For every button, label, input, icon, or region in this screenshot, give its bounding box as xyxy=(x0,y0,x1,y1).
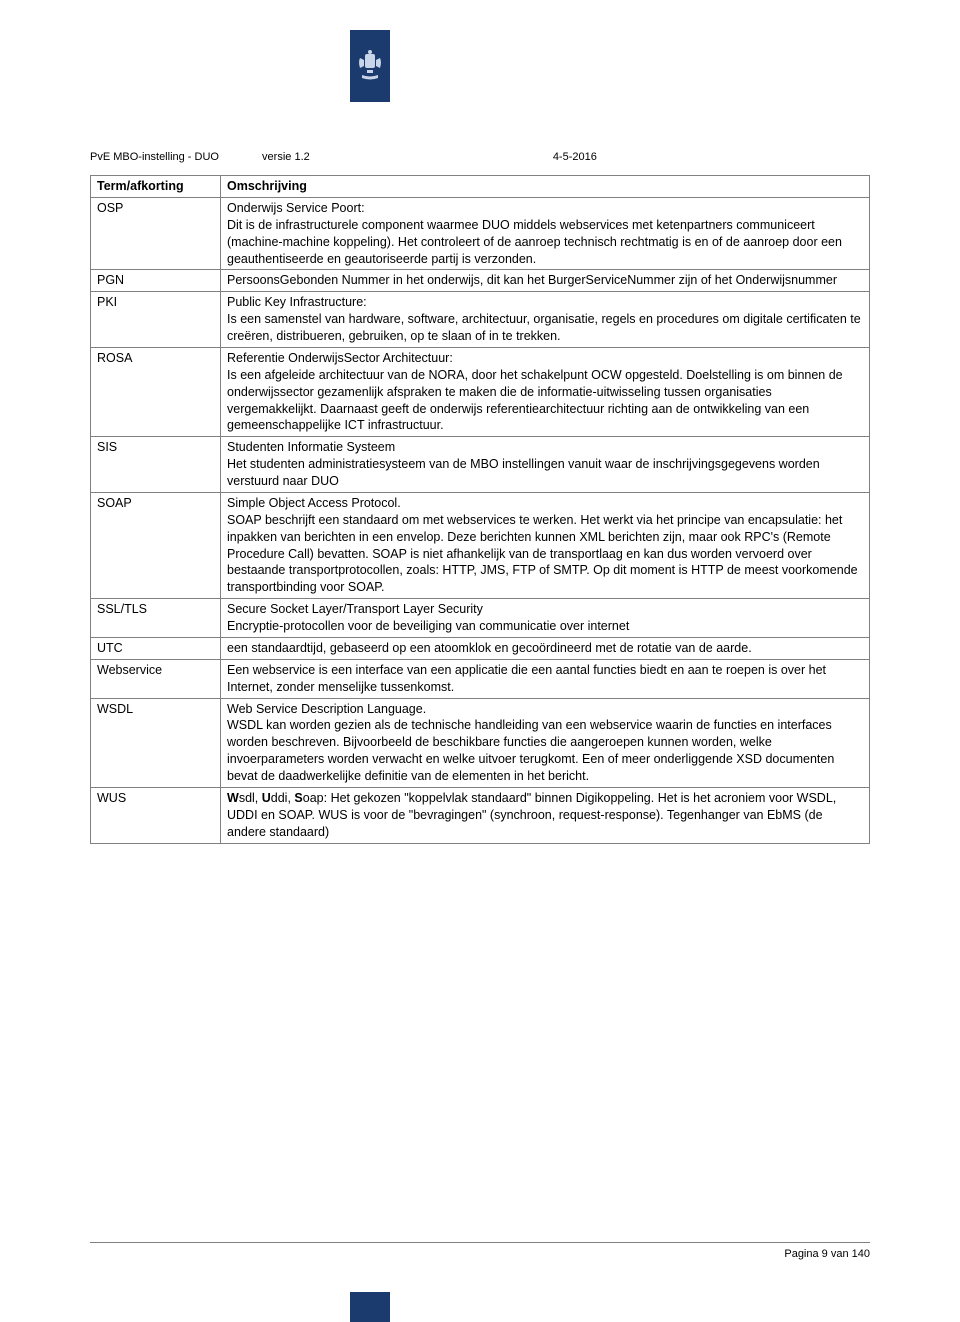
term-cell: OSP xyxy=(91,197,221,270)
term-cell: PGN xyxy=(91,270,221,292)
term-cell: Webservice xyxy=(91,659,221,698)
description-cell: een standaardtijd, gebaseerd op een atoo… xyxy=(221,637,870,659)
doc-title: PvE MBO-instelling - DUO xyxy=(90,151,219,163)
term-cell: SSL/TLS xyxy=(91,599,221,638)
col-term-header: Term/afkorting xyxy=(91,176,221,198)
page-footer: Pagina 9 van 140 xyxy=(90,1242,870,1262)
table-row: WSDLWeb Service Description Language.WSD… xyxy=(91,698,870,787)
description-cell: Studenten Informatie SysteemHet studente… xyxy=(221,437,870,493)
description-cell: Een webservice is een interface van een … xyxy=(221,659,870,698)
table-row: SOAPSimple Object Access Protocol.SOAP b… xyxy=(91,492,870,598)
table-header-row: Term/afkorting Omschrijving xyxy=(91,176,870,198)
description-cell: Referentie OnderwijsSector Architectuur:… xyxy=(221,347,870,436)
table-row: OSPOnderwijs Service Poort:Dit is de inf… xyxy=(91,197,870,270)
coat-of-arms-icon xyxy=(356,48,384,84)
term-cell: UTC xyxy=(91,637,221,659)
description-cell: Web Service Description Language.WSDL ka… xyxy=(221,698,870,787)
term-cell: SIS xyxy=(91,437,221,493)
table-row: UTCeen standaardtijd, gebaseerd op een a… xyxy=(91,637,870,659)
description-cell: Secure Socket Layer/Transport Layer Secu… xyxy=(221,599,870,638)
table-row: PGNPersoonsGebonden Nummer in het onderw… xyxy=(91,270,870,292)
glossary-table-container: Term/afkorting Omschrijving OSPOnderwijs… xyxy=(90,175,870,844)
page-header: PvE MBO-instelling - DUO versie 1.2 4-5-… xyxy=(90,150,597,165)
rijksoverheid-logo xyxy=(350,30,390,102)
description-cell: Simple Object Access Protocol.SOAP besch… xyxy=(221,492,870,598)
bottom-logo-bar xyxy=(350,1292,390,1322)
table-row: PKIPublic Key Infrastructure:Is een same… xyxy=(91,292,870,348)
table-row: ROSAReferentie OnderwijsSector Architect… xyxy=(91,347,870,436)
term-cell: ROSA xyxy=(91,347,221,436)
table-row: SISStudenten Informatie SysteemHet stude… xyxy=(91,437,870,493)
glossary-table: Term/afkorting Omschrijving OSPOnderwijs… xyxy=(90,175,870,844)
table-row: WUSWsdl, Uddi, Soap: Het gekozen "koppel… xyxy=(91,787,870,843)
description-cell: Wsdl, Uddi, Soap: Het gekozen "koppelvla… xyxy=(221,787,870,843)
col-desc-header: Omschrijving xyxy=(221,176,870,198)
page-number: Pagina 9 van 140 xyxy=(784,1248,870,1260)
table-row: WebserviceEen webservice is een interfac… xyxy=(91,659,870,698)
doc-version: versie 1.2 xyxy=(262,151,310,163)
doc-date: 4-5-2016 xyxy=(553,151,597,163)
term-cell: PKI xyxy=(91,292,221,348)
description-cell: Onderwijs Service Poort:Dit is de infras… xyxy=(221,197,870,270)
term-cell: WUS xyxy=(91,787,221,843)
description-cell: Public Key Infrastructure:Is een samenst… xyxy=(221,292,870,348)
table-row: SSL/TLSSecure Socket Layer/Transport Lay… xyxy=(91,599,870,638)
term-cell: WSDL xyxy=(91,698,221,787)
term-cell: SOAP xyxy=(91,492,221,598)
description-cell: PersoonsGebonden Nummer in het onderwijs… xyxy=(221,270,870,292)
